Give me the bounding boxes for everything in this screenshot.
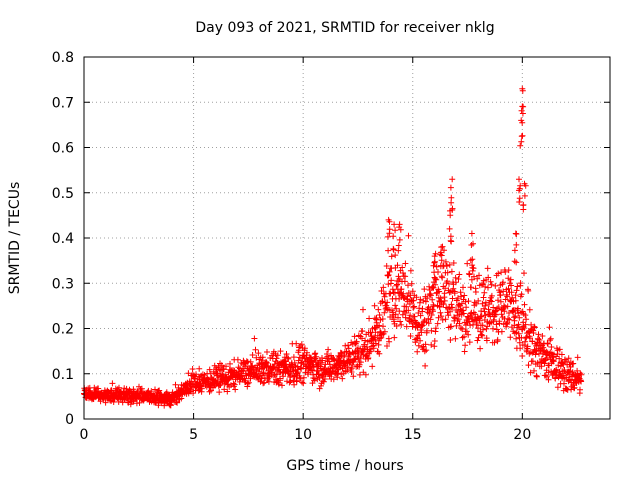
grid-lines <box>84 57 610 419</box>
y-axis-title: SRMTID / TECUs <box>7 182 23 295</box>
chart-title: Day 093 of 2021, SRMTID for receiver nkl… <box>195 20 494 36</box>
y-tick-label: 0.7 <box>52 95 74 111</box>
y-tick-label: 0.5 <box>52 186 74 202</box>
plus-markers <box>81 85 585 409</box>
x-tick-label: 15 <box>404 427 422 443</box>
x-tick-label: 0 <box>80 427 89 443</box>
y-tick-label: 0.2 <box>52 322 74 338</box>
y-tick-label: 0.4 <box>52 231 74 247</box>
data-points <box>81 85 585 409</box>
x-tick-label: 5 <box>189 427 198 443</box>
x-tick-label: 10 <box>294 427 312 443</box>
y-tick-label: 0.3 <box>52 276 74 292</box>
y-tick-label: 0.1 <box>52 367 74 383</box>
y-tick-label: 0.6 <box>52 141 74 157</box>
y-tick-label: 0.8 <box>52 50 74 66</box>
axis-ticks: 0 5 10 15 20 0 0.1 0.2 0.3 0.4 0.5 0.6 0.7 0.8 <box>52 50 610 443</box>
x-axis-title: GPS time / hours <box>286 458 403 474</box>
y-tick-label: 0 <box>65 412 74 428</box>
x-tick-label: 20 <box>513 427 531 443</box>
